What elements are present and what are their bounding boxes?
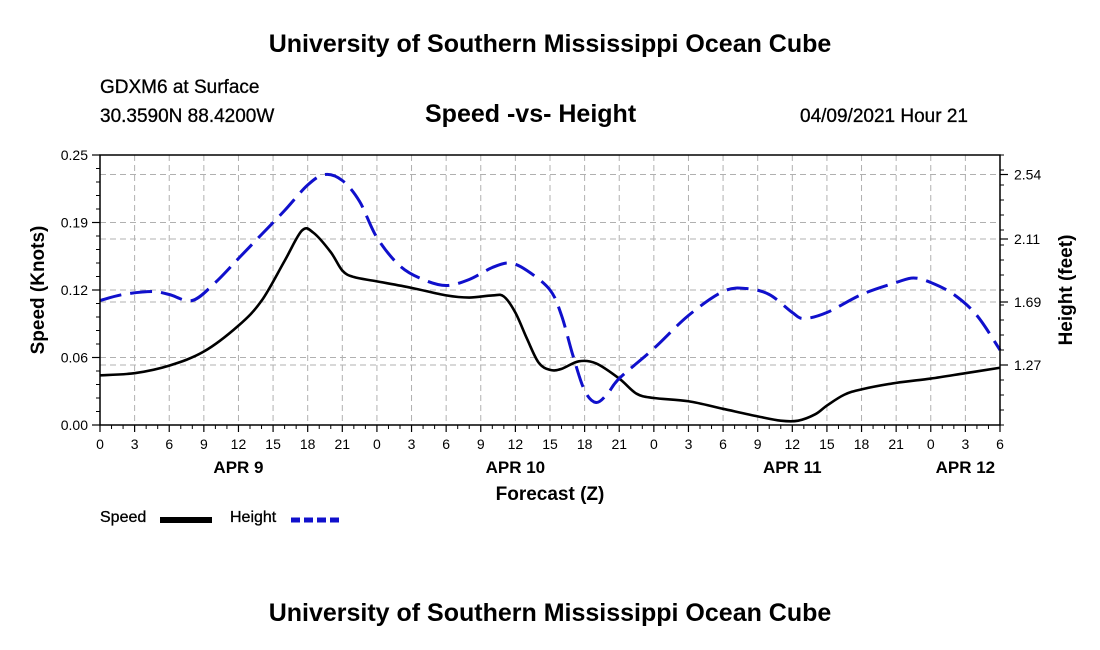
x-tick-label: 0 — [373, 436, 381, 452]
x-tick-label: 21 — [888, 436, 904, 452]
x-tick-label: 18 — [577, 436, 593, 452]
x-tick-label: 3 — [131, 436, 139, 452]
x-tick-label: 6 — [442, 436, 450, 452]
speed-series-line — [99, 226, 1001, 423]
coordinates-label: 30.3590N 88.4200W — [100, 106, 275, 127]
x-tick-label: 0 — [927, 436, 935, 452]
y-left-tick-label: 0.25 — [61, 147, 88, 163]
chart-subtitle: Speed -vs- Height — [425, 100, 637, 128]
y-left-tick-label: 0.00 — [61, 417, 88, 433]
date-label: APR 11 — [763, 458, 822, 477]
date-label: APR 9 — [213, 458, 263, 477]
y-axis-left-label: Speed (Knots) — [28, 226, 49, 355]
axis-layer: 0 3 6 9 12 15 18 21 0 3 6 9 12 15 18 21 0 3 6 9 12 15 18 21 0 3 6A… — [61, 147, 1042, 477]
date-label: APR 12 — [936, 458, 996, 477]
forecast-datetime: 04/09/2021 Hour 21 — [800, 106, 968, 127]
x-tick-label: 9 — [477, 436, 485, 452]
date-label: APR 10 — [486, 458, 546, 477]
x-tick-label: 15 — [542, 436, 558, 452]
height-series-line — [99, 172, 1002, 404]
series-layer — [99, 172, 1002, 423]
y-axis-right-label: Height (feet) — [1056, 235, 1077, 346]
y-right-tick-label: 1.27 — [1014, 357, 1041, 373]
x-tick-label: 12 — [785, 436, 801, 452]
x-tick-label: 6 — [719, 436, 727, 452]
x-tick-label: 3 — [685, 436, 693, 452]
x-tick-label: 15 — [819, 436, 835, 452]
x-axis-label: Forecast (Z) — [496, 484, 605, 505]
y-left-tick-label: 0.12 — [61, 282, 88, 298]
y-right-tick-label: 1.69 — [1014, 294, 1041, 310]
x-tick-label: 12 — [231, 436, 247, 452]
x-tick-label: 0 — [650, 436, 658, 452]
legend-height-label: Height — [230, 509, 277, 526]
y-right-tick-label: 2.11 — [1014, 231, 1040, 247]
station-label: GDXM6 at Surface — [100, 77, 260, 98]
x-tick-label: 6 — [165, 436, 173, 452]
x-tick-label: 9 — [754, 436, 762, 452]
x-tick-label: 21 — [335, 436, 351, 452]
x-tick-label: 18 — [854, 436, 870, 452]
legend-speed-label: Speed — [100, 509, 147, 526]
grid-layer — [100, 155, 1000, 425]
x-tick-label: 3 — [408, 436, 416, 452]
page-title: University of Southern Mississippi Ocean… — [268, 30, 832, 58]
footer-title: University of Southern Mississippi Ocean… — [268, 599, 832, 627]
y-left-tick-label: 0.06 — [61, 350, 88, 366]
x-tick-label: 21 — [611, 436, 627, 452]
y-right-tick-label: 2.54 — [1014, 167, 1041, 183]
x-tick-label: 9 — [200, 436, 208, 452]
x-tick-label: 6 — [996, 436, 1004, 452]
y-left-tick-label: 0.19 — [61, 215, 88, 231]
x-tick-label: 12 — [508, 436, 524, 452]
x-tick-label: 3 — [961, 436, 969, 452]
x-tick-label: 15 — [265, 436, 281, 452]
x-tick-label: 0 — [96, 436, 104, 452]
x-tick-label: 18 — [300, 436, 316, 452]
